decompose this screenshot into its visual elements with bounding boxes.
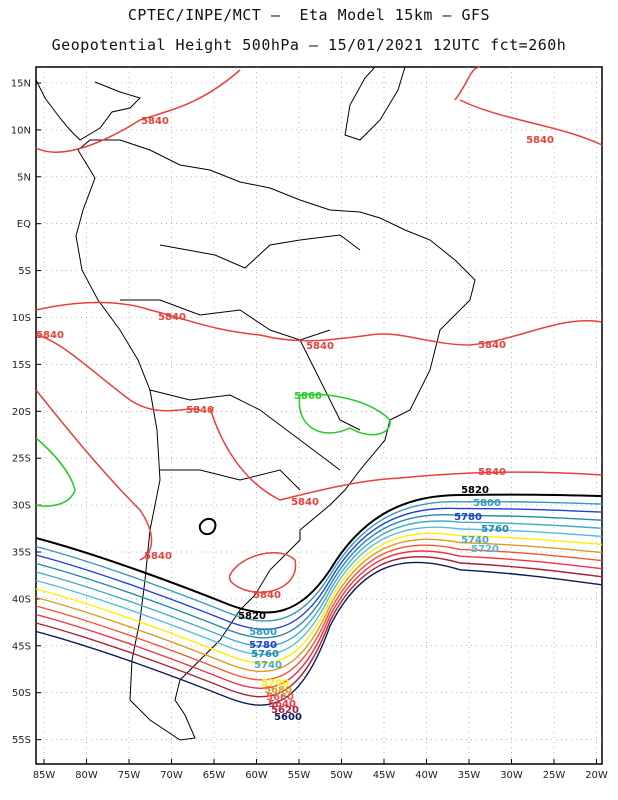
lat-tick-label: 5N (17, 172, 31, 183)
contour-label-5840: 5840 (144, 551, 172, 562)
contour-5840-cutoff (228, 552, 297, 594)
border-1 (159, 234, 361, 269)
contour-label-5780: 5780 (249, 640, 277, 651)
contour-label-5840: 5840 (141, 116, 169, 127)
lat-tick-label: 45S (12, 641, 31, 652)
lon-tick-label: 50W (330, 770, 353, 781)
lon-tick-label: 65W (203, 770, 226, 781)
contour-label-5680: 5680 (264, 685, 292, 696)
lat-tick-label: 15N (11, 79, 31, 90)
contour-5840-west (35, 334, 201, 412)
lon-tick-label: 25W (543, 770, 566, 781)
title-line-1: CPTEC/INPE/MCT – Eta Model 15km – GFS (127, 6, 491, 24)
border-3 (149, 389, 341, 471)
lat-tick-label: 10S (12, 313, 31, 324)
lat-tick-label: 10N (11, 125, 31, 136)
contour-label-5760: 5760 (251, 649, 279, 660)
latitude-labels: 15N 10N 5N EQ 5S 10S 15S 20S 25S 30S 35S 40S 45S 50S 5… (11, 79, 31, 747)
lon-tick-label: 70W (160, 770, 183, 781)
contour-label-5840: 5840 (36, 330, 64, 341)
contour-label-5740: 5740 (461, 535, 489, 546)
contour-label-5600: 5600 (274, 712, 302, 723)
title-line-2: Geopotential Height 500hPa – 15/01/2021 … (51, 36, 567, 54)
lon-tick-label: 40W (415, 770, 438, 781)
lat-tick-label: 15S (12, 360, 31, 371)
lat-tick-label: 50S (12, 688, 31, 699)
contour-5720 (35, 526, 603, 656)
map-frame (35, 66, 603, 765)
contour-label-5800: 5800 (249, 627, 277, 638)
contour-5640 (35, 550, 603, 689)
contour-label-5640: 5640 (268, 699, 296, 710)
contour-5760 (35, 514, 603, 639)
contour-label-5740: 5740 (254, 660, 282, 671)
contour-label-5700: 5700 (261, 678, 289, 689)
trough-contours (35, 493, 603, 706)
contour-label-5660: 5660 (266, 692, 294, 703)
lat-tick-label: 40S (12, 594, 31, 605)
contour-label-5840: 5840 (306, 341, 334, 352)
central-america-coast (35, 79, 141, 141)
contour-label-5840: 5840 (186, 405, 214, 416)
contour-label-5860: 5860 (294, 391, 322, 402)
lon-tick-label: 60W (245, 770, 268, 781)
contour-5860-brazil (298, 393, 391, 436)
height-contours (35, 66, 603, 594)
lat-tick-label: 25S (12, 454, 31, 465)
contour-label-5840: 5840 (478, 340, 506, 351)
contour-label-5840: 5840 (478, 467, 506, 478)
lon-tick-label: 75W (118, 770, 141, 781)
contour-5620 (35, 556, 603, 698)
lon-tick-label: 35W (458, 770, 481, 781)
lake-contour (198, 517, 217, 536)
longitude-labels: 85W 80W 75W 70W 65W 60W 55W 50W 45W 40W 35W 30W 25W 2… (33, 770, 608, 781)
contour-labels: 5840 5840 5840 5840 5840 5840 5840 5840 5840 5840… (36, 116, 554, 723)
contour-label-5840: 5840 (253, 590, 281, 601)
contour-5820 (35, 493, 603, 614)
lon-tick-label: 45W (373, 770, 396, 781)
contour-5840-north (35, 66, 603, 153)
contour-label-5840: 5840 (526, 135, 554, 146)
contour-5700 (35, 532, 603, 664)
contour-label-5840: 5840 (158, 312, 186, 323)
contour-5840-middle (35, 301, 603, 346)
contour-5660 (35, 544, 603, 681)
contour-5860-west (35, 437, 76, 507)
lon-tick-label: 85W (33, 770, 56, 781)
contour-5680 (35, 538, 603, 673)
lon-tick-label: 30W (500, 770, 523, 781)
contour-5600 (35, 561, 603, 706)
lat-tick-label: 30S (12, 501, 31, 512)
contour-5840-south (35, 389, 603, 561)
lat-tick-label: 20S (12, 407, 31, 418)
lon-tick-label: 80W (75, 770, 98, 781)
border-4 (160, 469, 301, 491)
contour-label-5620: 5620 (271, 705, 299, 716)
africa-coast (344, 66, 406, 141)
contour-label-5820: 5820 (238, 611, 266, 622)
contour-5800 (35, 500, 603, 622)
contour-5740 (35, 520, 603, 647)
lon-tick-label: 55W (288, 770, 311, 781)
contour-label-5720: 5720 (471, 544, 499, 555)
contour-5780 (35, 507, 603, 631)
lat-tick-label: 35S (12, 548, 31, 559)
lat-tick-label: 5S (18, 266, 31, 277)
contour-label-5820: 5820 (461, 485, 489, 496)
lat-tick-label: EQ (17, 219, 31, 230)
contour-label-5840: 5840 (291, 497, 319, 508)
border-5 (299, 339, 361, 431)
contour-label-5760: 5760 (481, 524, 509, 535)
contour-label-5780: 5780 (454, 512, 482, 523)
contour-label-5800: 5800 (473, 498, 501, 509)
lon-tick-label: 20W (585, 770, 608, 781)
lat-tick-label: 55S (12, 735, 31, 746)
